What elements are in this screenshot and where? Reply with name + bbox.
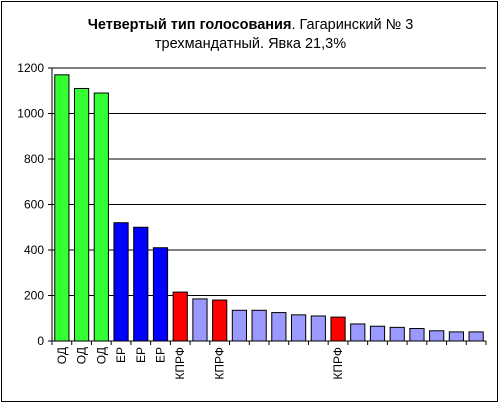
bar (409, 327, 425, 342)
bar (212, 299, 228, 342)
bar (73, 87, 90, 342)
chart-title-rest: . Гагаринский № 3 (291, 17, 414, 33)
x-category-label: КПРФ (213, 347, 227, 380)
bar (429, 330, 445, 342)
y-tick-label: 0 (37, 334, 44, 348)
bar (251, 309, 267, 342)
x-category-label: ОД (75, 347, 89, 364)
y-tick-label: 1000 (17, 107, 44, 121)
bar (350, 323, 366, 342)
bar (133, 226, 149, 342)
y-tick-label: 800 (24, 152, 44, 166)
y-tick-label: 1200 (17, 61, 44, 75)
bar (113, 222, 129, 342)
bar (468, 331, 484, 342)
bar (93, 92, 109, 342)
x-category-label: ЕР (114, 347, 128, 363)
bar (330, 316, 346, 342)
bar (172, 291, 188, 342)
bar (271, 312, 287, 342)
chart-title-line2: трехмандатный. Явка 21,3% (154, 36, 347, 52)
bar (54, 74, 70, 342)
chart-title-bold: Четвертый тип голосования (87, 17, 292, 33)
bar (389, 326, 405, 342)
y-tick-label: 400 (24, 243, 44, 257)
x-category-label: ЕР (154, 347, 168, 363)
bar (310, 315, 326, 342)
x-category-label: КПРФ (331, 347, 345, 380)
bar (369, 325, 386, 342)
y-tick-label: 200 (24, 289, 44, 303)
bar (448, 331, 465, 342)
bar (152, 247, 169, 342)
x-category-label: ОД (94, 347, 108, 364)
bar (231, 309, 248, 342)
chart-title: Четвертый тип голосования. Гагаринский №… (0, 16, 501, 54)
x-category-label: ЕР (134, 347, 148, 363)
x-category-label: КПРФ (173, 347, 187, 380)
x-category-label: ОД (55, 347, 69, 364)
y-tick-label: 600 (24, 198, 44, 212)
bar (290, 314, 307, 342)
bar (192, 298, 208, 342)
